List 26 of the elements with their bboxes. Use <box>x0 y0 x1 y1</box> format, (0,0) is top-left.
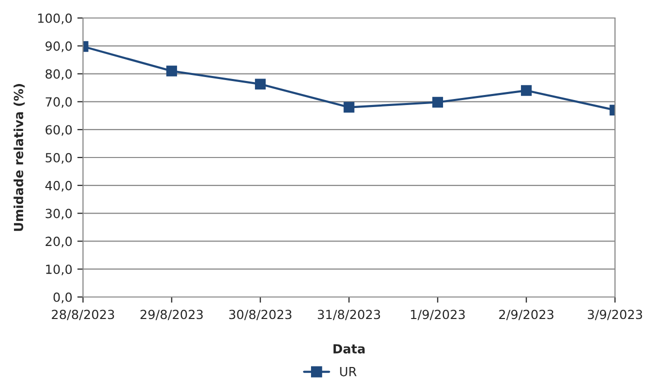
x-tick-label: 2/9/2023 <box>499 310 554 320</box>
y-tick-label: 80,0 <box>46 69 72 80</box>
y-tick-label: 90,0 <box>46 41 72 52</box>
x-tick-label: 3/9/2023 <box>588 310 642 320</box>
legend-label: UR <box>340 367 357 376</box>
y-tick-label: 10,0 <box>46 264 72 276</box>
y-tick-label: 50,0 <box>46 152 72 164</box>
point <box>166 66 178 76</box>
point <box>254 78 266 90</box>
y-tick-label: 60,0 <box>46 125 72 136</box>
y-tick-label: 40,0 <box>45 180 72 192</box>
y-axis-title: Umidade relativa (%) <box>14 84 25 231</box>
y-tick-label: 70,0 <box>46 97 72 108</box>
y-tick-label: 0,0 <box>54 292 72 304</box>
x-tick-label: 28/8/2023 <box>52 310 114 320</box>
y-tick-label: 100,0 <box>38 13 72 24</box>
point <box>520 85 532 96</box>
y-tick-label: 30,0 <box>46 208 72 220</box>
x-axis-title: Data <box>334 344 365 354</box>
x-tick-label: 31/8/2023 <box>318 310 380 320</box>
x-tick-label: 30/8/2023 <box>229 310 292 320</box>
x-tick-label: 1/9/2023 <box>410 310 465 320</box>
point <box>432 96 444 108</box>
point <box>344 102 354 113</box>
x-tick-label: 29/8/2023 <box>140 310 203 320</box>
y-tick-label: 20,0 <box>46 236 72 248</box>
